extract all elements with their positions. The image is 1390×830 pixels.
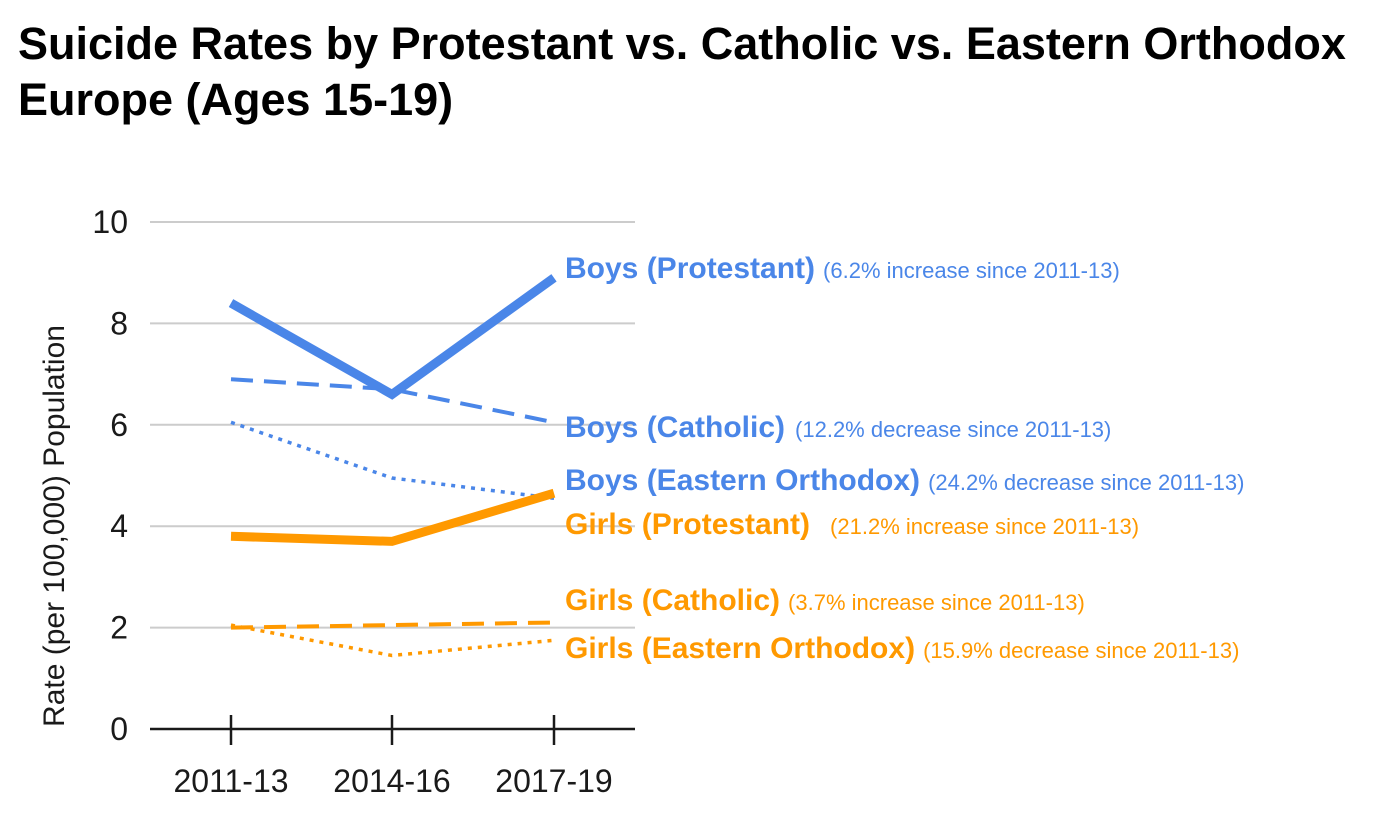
x-tick-label: 2017-19: [495, 763, 612, 799]
series-label-annotation: (24.2% decrease since 2011-13): [928, 470, 1244, 495]
series-lines: [228, 274, 557, 658]
y-tick-label: 8: [110, 305, 128, 341]
y-tick-label: 6: [110, 407, 128, 443]
series-labels: Boys (Protestant) (6.2% increase since 20…: [565, 252, 1244, 665]
series-label: Boys (Eastern Orthodox) (24.2% decrease s…: [565, 464, 1244, 497]
series-label: Girls (Eastern Orthodox) (15.9% decrease …: [565, 632, 1239, 665]
y-tick-label: 0: [110, 711, 128, 747]
series-label-annotation: (6.2% increase since 2011-13): [823, 258, 1120, 283]
series-label-name: Girls (Eastern Orthodox): [565, 632, 915, 665]
series-label-name: Boys (Eastern Orthodox): [565, 464, 920, 497]
series-label-annotation: (21.2% increase since 2011-13): [830, 514, 1139, 539]
series-label: Boys (Protestant) (6.2% increase since 20…: [565, 252, 1120, 285]
series-label-annotation: (15.9% decrease since 2011-13): [923, 638, 1239, 663]
series-label: Boys (Catholic) (12.2% decrease since 201…: [565, 411, 1111, 444]
series-label-name: Girls (Catholic): [565, 584, 780, 617]
series-line-boys-eastern-orthodox: [230, 420, 555, 501]
series-line-boys-catholic: [230, 377, 555, 425]
series-line-girls-protestant: [230, 488, 556, 546]
series-line-boys-protestant: [228, 274, 557, 400]
y-tick-label: 2: [110, 610, 128, 646]
y-tick-label: 10: [92, 204, 128, 240]
y-tick-label: 4: [110, 508, 128, 544]
page-title: Suicide Rates by Protestant vs. Catholic…: [18, 18, 1346, 125]
series-line-girls-eastern-orthodox: [230, 623, 555, 658]
x-tick-label: 2011-13: [173, 763, 288, 799]
y-axis-title: Rate (per 100,000) Population: [38, 325, 71, 727]
series-label: Girls (Catholic) (3.7% increase since 201…: [565, 584, 1085, 617]
series-line-girls-catholic: [230, 620, 555, 630]
series-label: Girls (Protestant) (21.2% increase since …: [565, 508, 1139, 541]
gridlines: [150, 221, 635, 629]
axes: 0 2 4 6 8 10 2011-13 2014-16 2017-19 Rate (per 10…: [38, 204, 635, 799]
series-label-name: Boys (Catholic): [565, 411, 785, 444]
x-tick-label: 2014-16: [333, 763, 450, 799]
series-label-annotation: (3.7% increase since 2011-13): [788, 590, 1085, 615]
series-label-annotation: (12.2% decrease since 2011-13): [795, 417, 1111, 442]
series-label-name: Boys (Protestant): [565, 252, 815, 285]
series-label-name: Girls (Protestant): [565, 508, 810, 541]
